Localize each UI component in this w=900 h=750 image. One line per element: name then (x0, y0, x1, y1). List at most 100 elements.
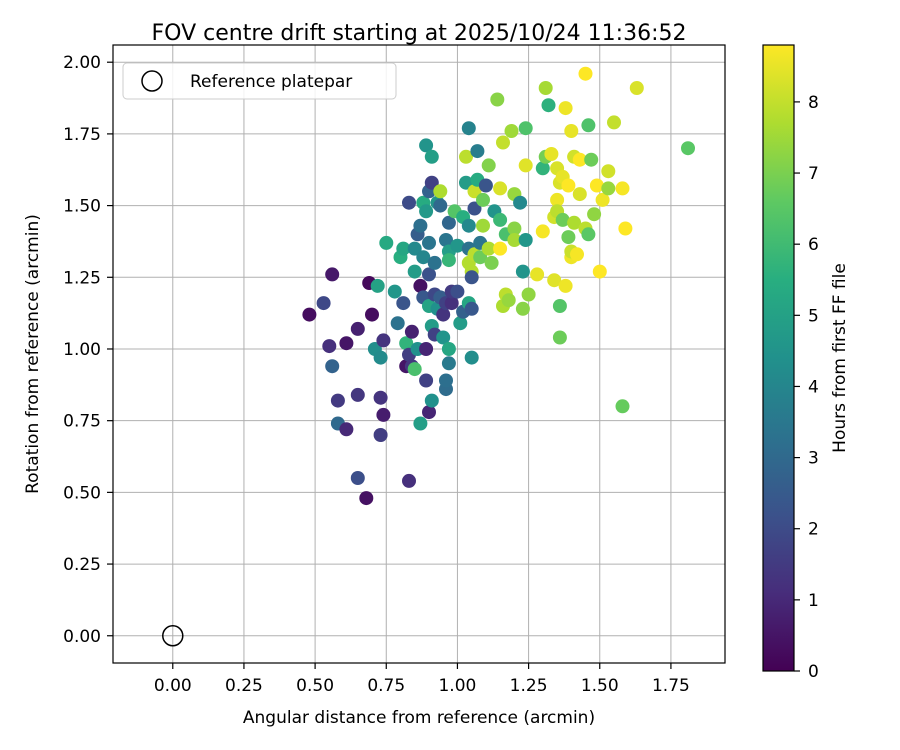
data-point (413, 416, 428, 431)
colorbar-tick-label: 7 (808, 164, 819, 184)
x-tick-label: 0.00 (154, 676, 192, 696)
x-tick-label: 0.75 (367, 676, 405, 696)
data-point (478, 178, 493, 193)
data-point (470, 144, 485, 159)
data-point (507, 221, 522, 236)
x-axis-label: Angular distance from reference (arcmin) (243, 708, 595, 728)
y-tick-label: 1.50 (63, 197, 101, 217)
data-point (407, 241, 422, 256)
x-tick-label: 1.75 (652, 676, 690, 696)
data-point (561, 230, 576, 245)
x-tick-label: 0.50 (296, 676, 334, 696)
data-point (450, 284, 465, 299)
data-point (572, 152, 587, 167)
data-point (530, 267, 545, 282)
y-tick-label: 0.50 (63, 483, 101, 503)
data-point (461, 121, 476, 136)
data-point (413, 278, 428, 293)
data-point (607, 115, 621, 130)
data-point (373, 350, 388, 365)
y-tick-label: 0.25 (63, 555, 101, 575)
data-point (419, 373, 434, 388)
data-point (578, 66, 593, 81)
data-point (513, 195, 528, 210)
data-point (564, 124, 579, 138)
data-point (490, 92, 505, 107)
data-point (422, 405, 436, 420)
data-point (473, 250, 488, 265)
data-point (496, 135, 510, 150)
data-point (618, 221, 633, 236)
colorbar-gradient (762, 44, 795, 672)
data-point (453, 316, 468, 331)
data-point (376, 333, 391, 348)
data-point (396, 296, 411, 311)
data-point (587, 207, 602, 222)
data-point (365, 307, 379, 322)
data-point (476, 192, 490, 207)
x-tick-label: 1.00 (438, 676, 476, 696)
data-point (302, 307, 317, 322)
data-point (441, 215, 456, 230)
colorbar-label: Hours from first FF file (830, 263, 850, 453)
data-point (581, 227, 596, 242)
data-point (396, 241, 411, 256)
legend-marker (141, 70, 163, 92)
data-point (419, 342, 434, 356)
data-point (461, 218, 476, 233)
data-point (476, 218, 490, 233)
data-point (402, 473, 416, 488)
x-axis: 0.00 0.25 0.50 0.75 1.00 1.25 1.50 1.75 (154, 663, 690, 696)
data-point (589, 178, 604, 193)
y-tick-label: 1.25 (63, 268, 101, 288)
colorbar-tick-label: 0 (808, 662, 819, 682)
data-point (359, 491, 374, 506)
data-point (484, 255, 499, 270)
colorbar-tick-label: 2 (808, 520, 819, 540)
data-point (422, 235, 436, 250)
data-point (550, 192, 565, 207)
legend-label: Reference platepar (190, 72, 352, 92)
data-point (561, 178, 576, 193)
data-point (581, 118, 596, 133)
y-tick-label: 0.00 (63, 627, 101, 647)
data-point (572, 187, 587, 202)
colorbar-tick-label: 1 (808, 591, 819, 611)
data-point (552, 299, 567, 313)
data-point (555, 212, 570, 227)
data-point (441, 253, 456, 268)
data-point (535, 224, 550, 239)
data-point (407, 264, 422, 279)
colorbar-tick-label: 3 (808, 449, 819, 469)
reference-marker (162, 625, 184, 647)
data-point (433, 198, 448, 213)
data-point (467, 184, 482, 199)
colorbar-tick-label: 6 (808, 235, 819, 255)
data-point (339, 422, 354, 437)
data-point (350, 471, 365, 485)
data-point (387, 284, 402, 299)
data-point (450, 238, 465, 253)
data-point (436, 307, 451, 322)
data-point (481, 241, 496, 256)
colorbar-tick-label: 8 (808, 93, 819, 113)
data-point (441, 356, 456, 371)
data-point (493, 241, 508, 256)
data-point (518, 121, 533, 136)
data-point (427, 255, 442, 270)
data-point (413, 218, 428, 233)
y-tick-label: 1.75 (63, 125, 101, 145)
data-point (350, 321, 365, 336)
x-tick-label: 1.50 (581, 676, 619, 696)
data-point (373, 390, 388, 405)
data-point (464, 270, 479, 285)
data-point (424, 175, 439, 190)
data-point (373, 428, 388, 442)
data-point (518, 158, 533, 173)
data-point (350, 387, 365, 402)
data-point (464, 301, 479, 316)
data-point (481, 158, 496, 173)
data-point (441, 342, 456, 356)
data-point (541, 98, 556, 113)
data-point (558, 101, 573, 116)
